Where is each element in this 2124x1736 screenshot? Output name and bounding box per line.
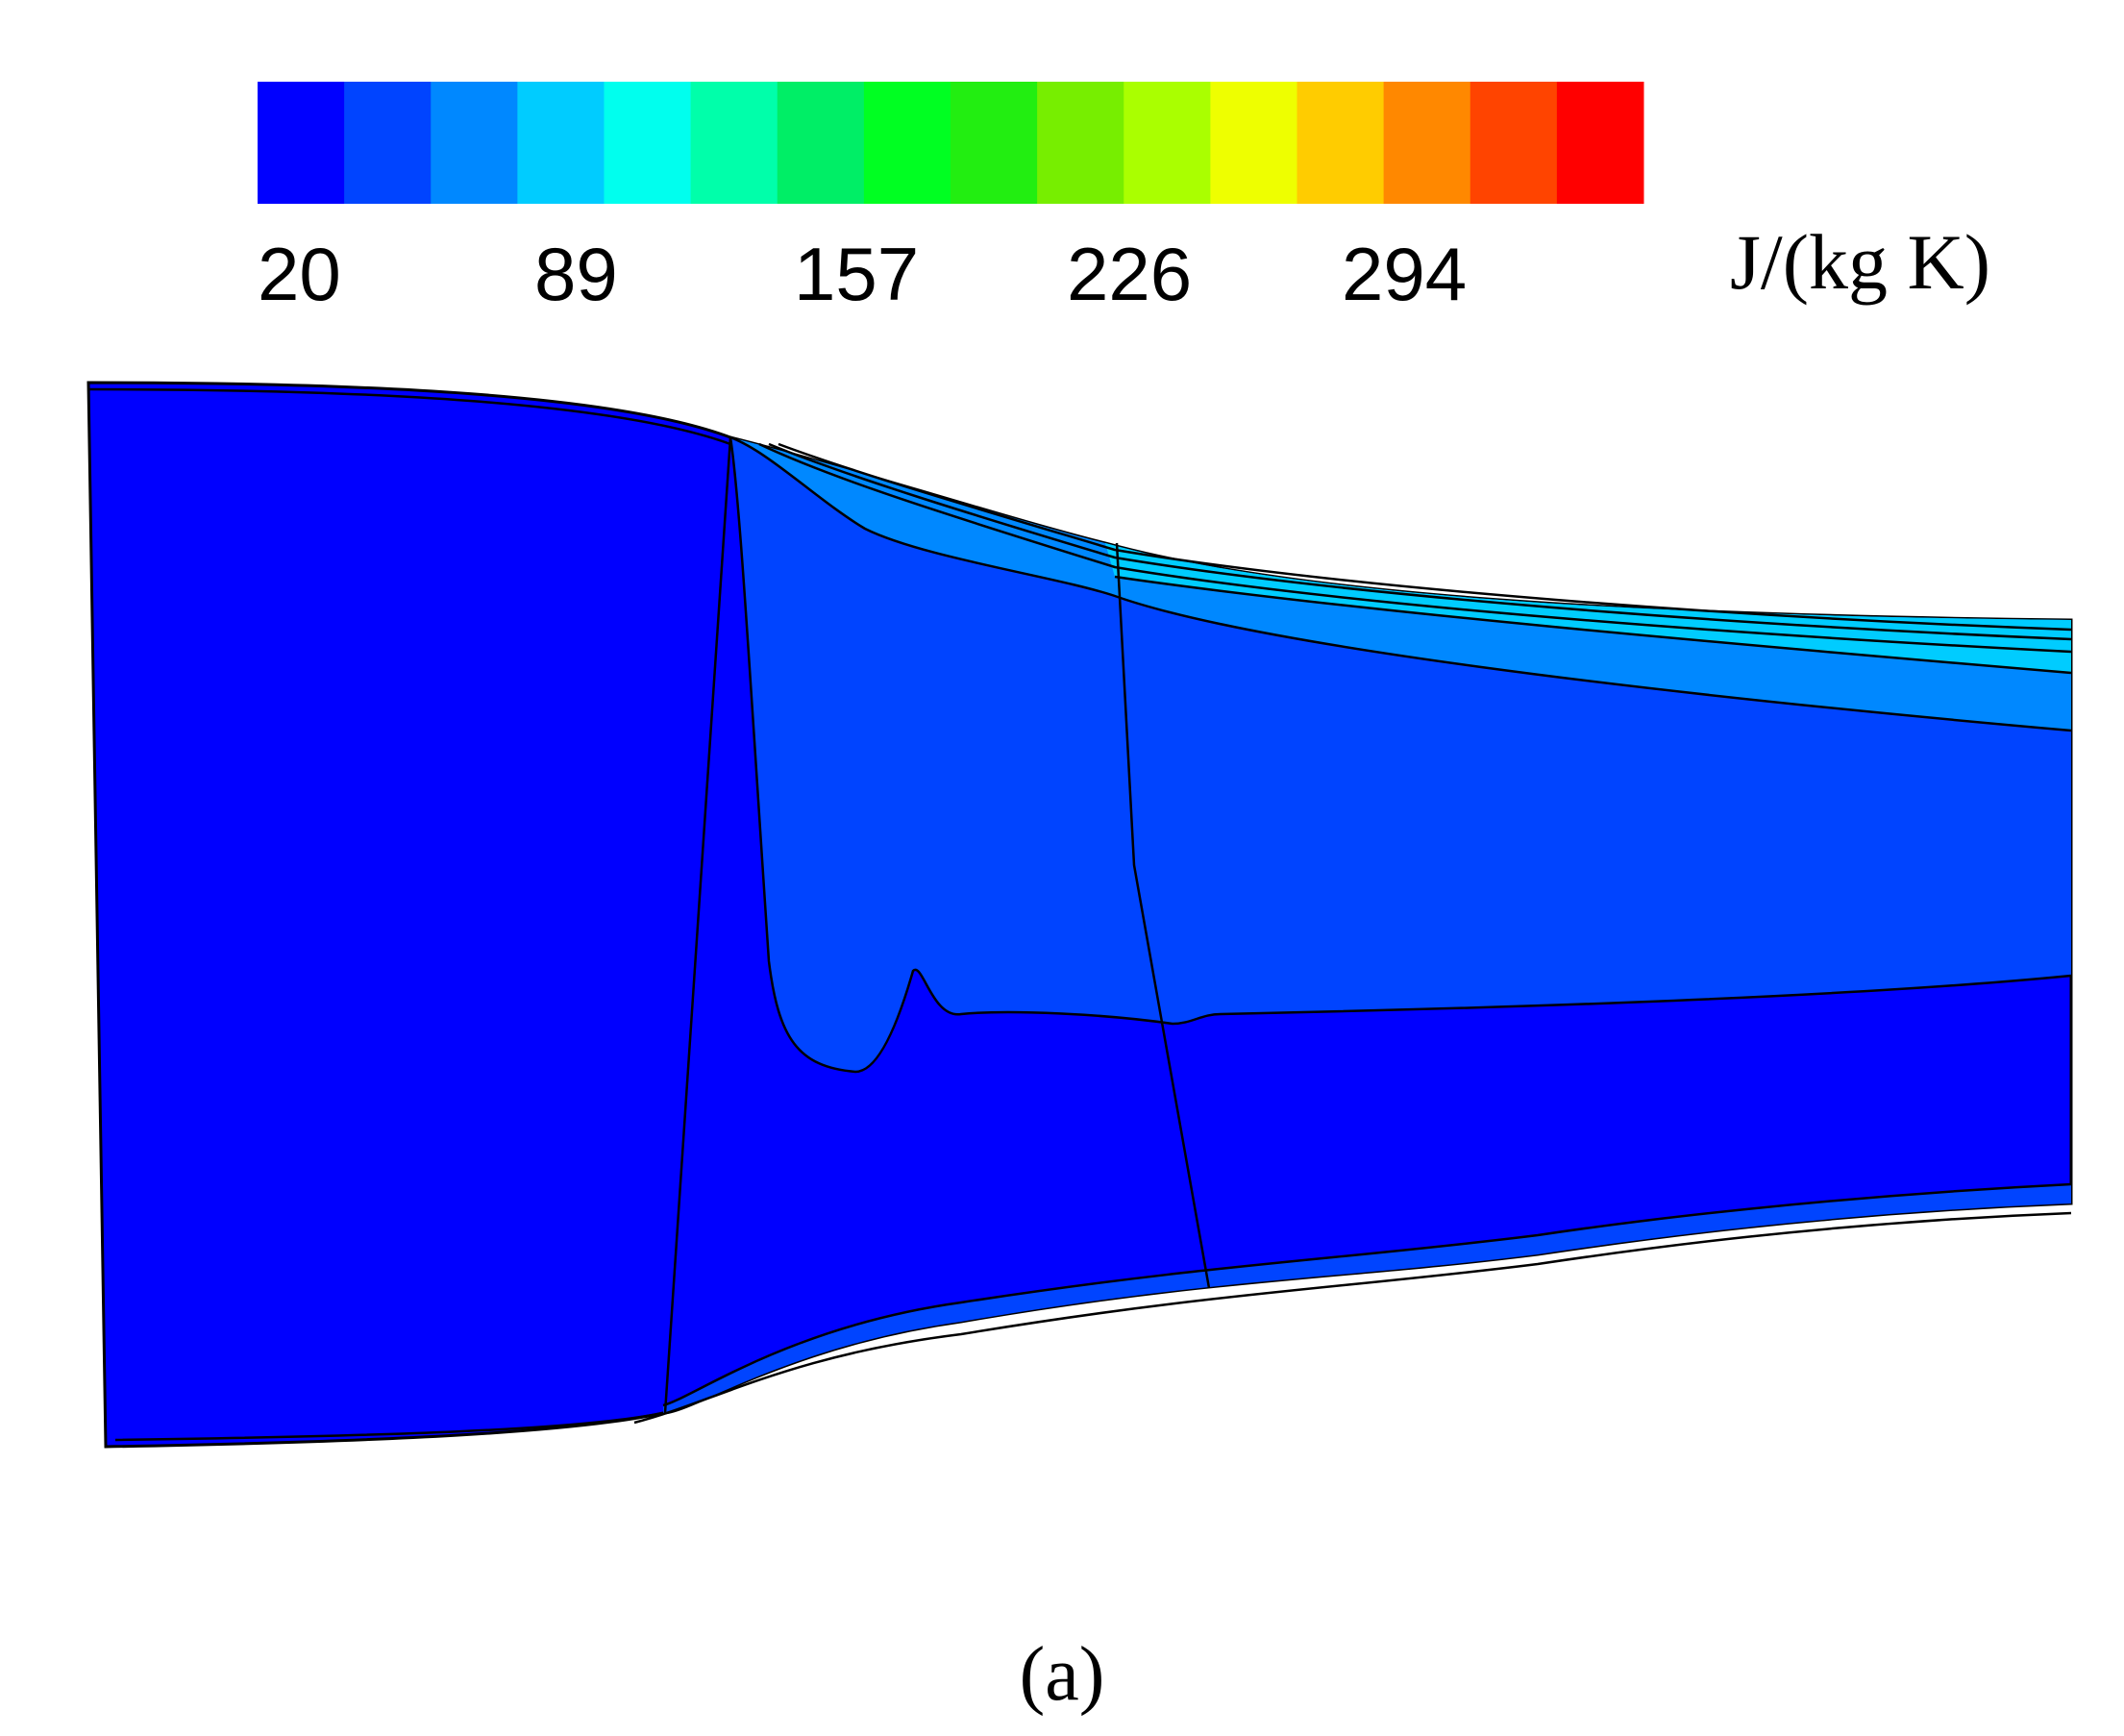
colorbar — [258, 82, 1644, 204]
colorbar-swatch — [1297, 82, 1385, 204]
colorbar-swatch — [863, 82, 951, 204]
colorbar-swatch — [1210, 82, 1297, 204]
colorbar-swatch — [1556, 82, 1644, 204]
interface-line — [663, 436, 732, 1414]
contour-line — [1114, 575, 2072, 675]
contour-line — [114, 1411, 664, 1442]
colorbar-swatch — [951, 82, 1038, 204]
colorbar-swatch — [1383, 82, 1471, 204]
contour-line — [87, 387, 731, 446]
colorbar-swatch — [604, 82, 692, 204]
contour-line — [662, 1182, 2072, 1407]
colorbar-swatch — [431, 82, 518, 204]
contour-line — [633, 1211, 2072, 1425]
contour-region — [730, 437, 2071, 1072]
contour-line — [758, 442, 2072, 654]
interface-line — [1115, 542, 1211, 1289]
panel-label: (a) — [1020, 1632, 1105, 1717]
contour-field — [86, 381, 2073, 1449]
colorbar-ticks: 20 89 157 226 294 — [258, 232, 1467, 316]
contour-region — [730, 437, 2071, 731]
colorbar-tick-label: 157 — [794, 232, 919, 316]
contour-line — [729, 435, 2072, 732]
colorbar-tick-label: 20 — [258, 232, 341, 316]
colorbar-unit-label: J/(kg K) — [1730, 218, 1990, 306]
colorbar-swatch — [1124, 82, 1211, 204]
contour-line — [729, 436, 2072, 1074]
contour-line — [778, 442, 2072, 632]
contour-region — [663, 1184, 2071, 1413]
colorbar-swatch — [344, 82, 432, 204]
colorbar-swatch — [777, 82, 865, 204]
contour-line — [768, 442, 2072, 641]
contour-region — [1105, 543, 2071, 673]
colorbar-swatch — [1470, 82, 1558, 204]
colorbar-swatch — [1037, 82, 1124, 204]
colorbar-swatch — [258, 82, 345, 204]
colorbar-tick-label: 294 — [1342, 232, 1467, 316]
colorbar-tick-label: 226 — [1067, 232, 1192, 316]
colorbar-swatch — [517, 82, 605, 204]
colorbar-swatch — [690, 82, 778, 204]
colorbar-tick-label: 89 — [534, 232, 618, 316]
